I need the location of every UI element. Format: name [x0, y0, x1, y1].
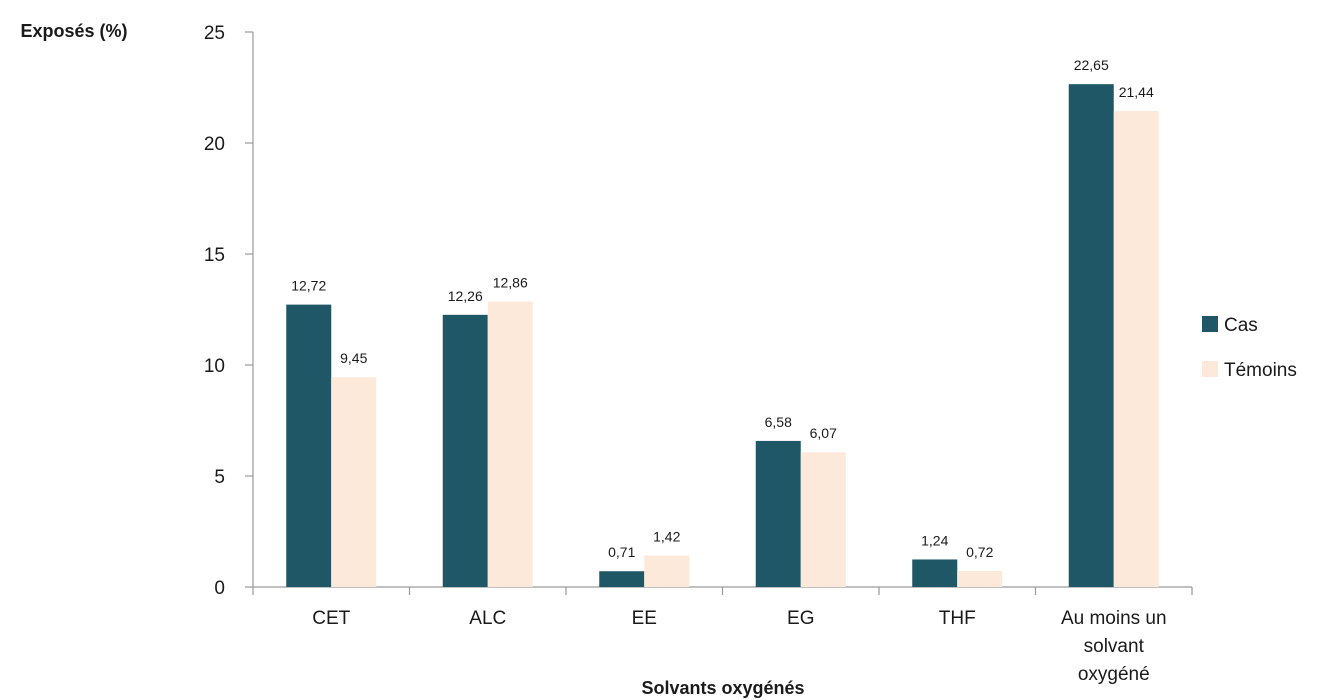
- bar-cas: [442, 314, 488, 587]
- bar-cas: [912, 559, 958, 587]
- bar-temoins: [644, 555, 690, 587]
- y-axis-title: Exposés (%): [20, 21, 127, 41]
- category-label: EG: [787, 608, 814, 629]
- data-label: 12,72: [291, 278, 326, 294]
- bar-series: [286, 84, 1159, 588]
- data-label: 9,45: [340, 350, 367, 366]
- category-label: EE: [632, 608, 657, 629]
- bar-temoins: [487, 301, 533, 587]
- bar-temoins: [800, 452, 846, 587]
- bar-temoins: [957, 571, 1003, 587]
- legend-swatch: [1202, 316, 1218, 332]
- legend-label: Témoins: [1224, 360, 1297, 381]
- data-label: 1,24: [921, 532, 948, 548]
- category-label: ALC: [469, 608, 506, 629]
- x-axis-ticks: [252, 587, 1193, 595]
- data-label: 12,86: [493, 275, 528, 291]
- y-tick-label: 15: [204, 245, 225, 266]
- data-label: 0,72: [966, 544, 993, 560]
- category-labels: CET ALC EE EG THF Au moins un solvant oxygéné: [312, 608, 1166, 685]
- bar-cas: [1068, 84, 1114, 588]
- data-labels: 12,72 12,26 0,71 6,58 1,24 22,65 9,45 12,86 1,42…: [291, 57, 1154, 560]
- bar-cas: [599, 571, 645, 587]
- data-label: 1,42: [653, 528, 680, 544]
- y-tick-label: 0: [214, 578, 225, 599]
- x-axis-title: Solvants oxygénés: [641, 678, 804, 698]
- bar-temoins: [331, 377, 377, 587]
- legend-swatch: [1202, 361, 1218, 377]
- legend: Cas Témoins: [1202, 315, 1297, 381]
- data-label: 0,71: [608, 544, 635, 560]
- category-label: CET: [312, 608, 350, 629]
- category-label: solvant: [1084, 636, 1145, 657]
- bar-cas: [755, 440, 801, 587]
- y-tick-label: 25: [204, 23, 225, 44]
- data-label: 12,26: [448, 288, 483, 304]
- y-axis-ticks: 0 5 10 15 20 25: [204, 23, 253, 599]
- bar-temoins: [1113, 111, 1159, 588]
- y-tick-label: 10: [204, 356, 225, 377]
- bar-cas: [286, 304, 332, 587]
- category-label: THF: [939, 608, 976, 629]
- category-label: Au moins un: [1061, 608, 1167, 629]
- data-label: 21,44: [1119, 84, 1154, 100]
- y-tick-label: 20: [204, 134, 225, 155]
- data-label: 6,07: [810, 425, 837, 441]
- data-label: 22,65: [1074, 57, 1109, 73]
- y-tick-label: 5: [214, 467, 225, 488]
- category-label: oxygéné: [1078, 664, 1150, 685]
- data-label: 6,58: [765, 414, 792, 430]
- legend-label: Cas: [1224, 315, 1258, 336]
